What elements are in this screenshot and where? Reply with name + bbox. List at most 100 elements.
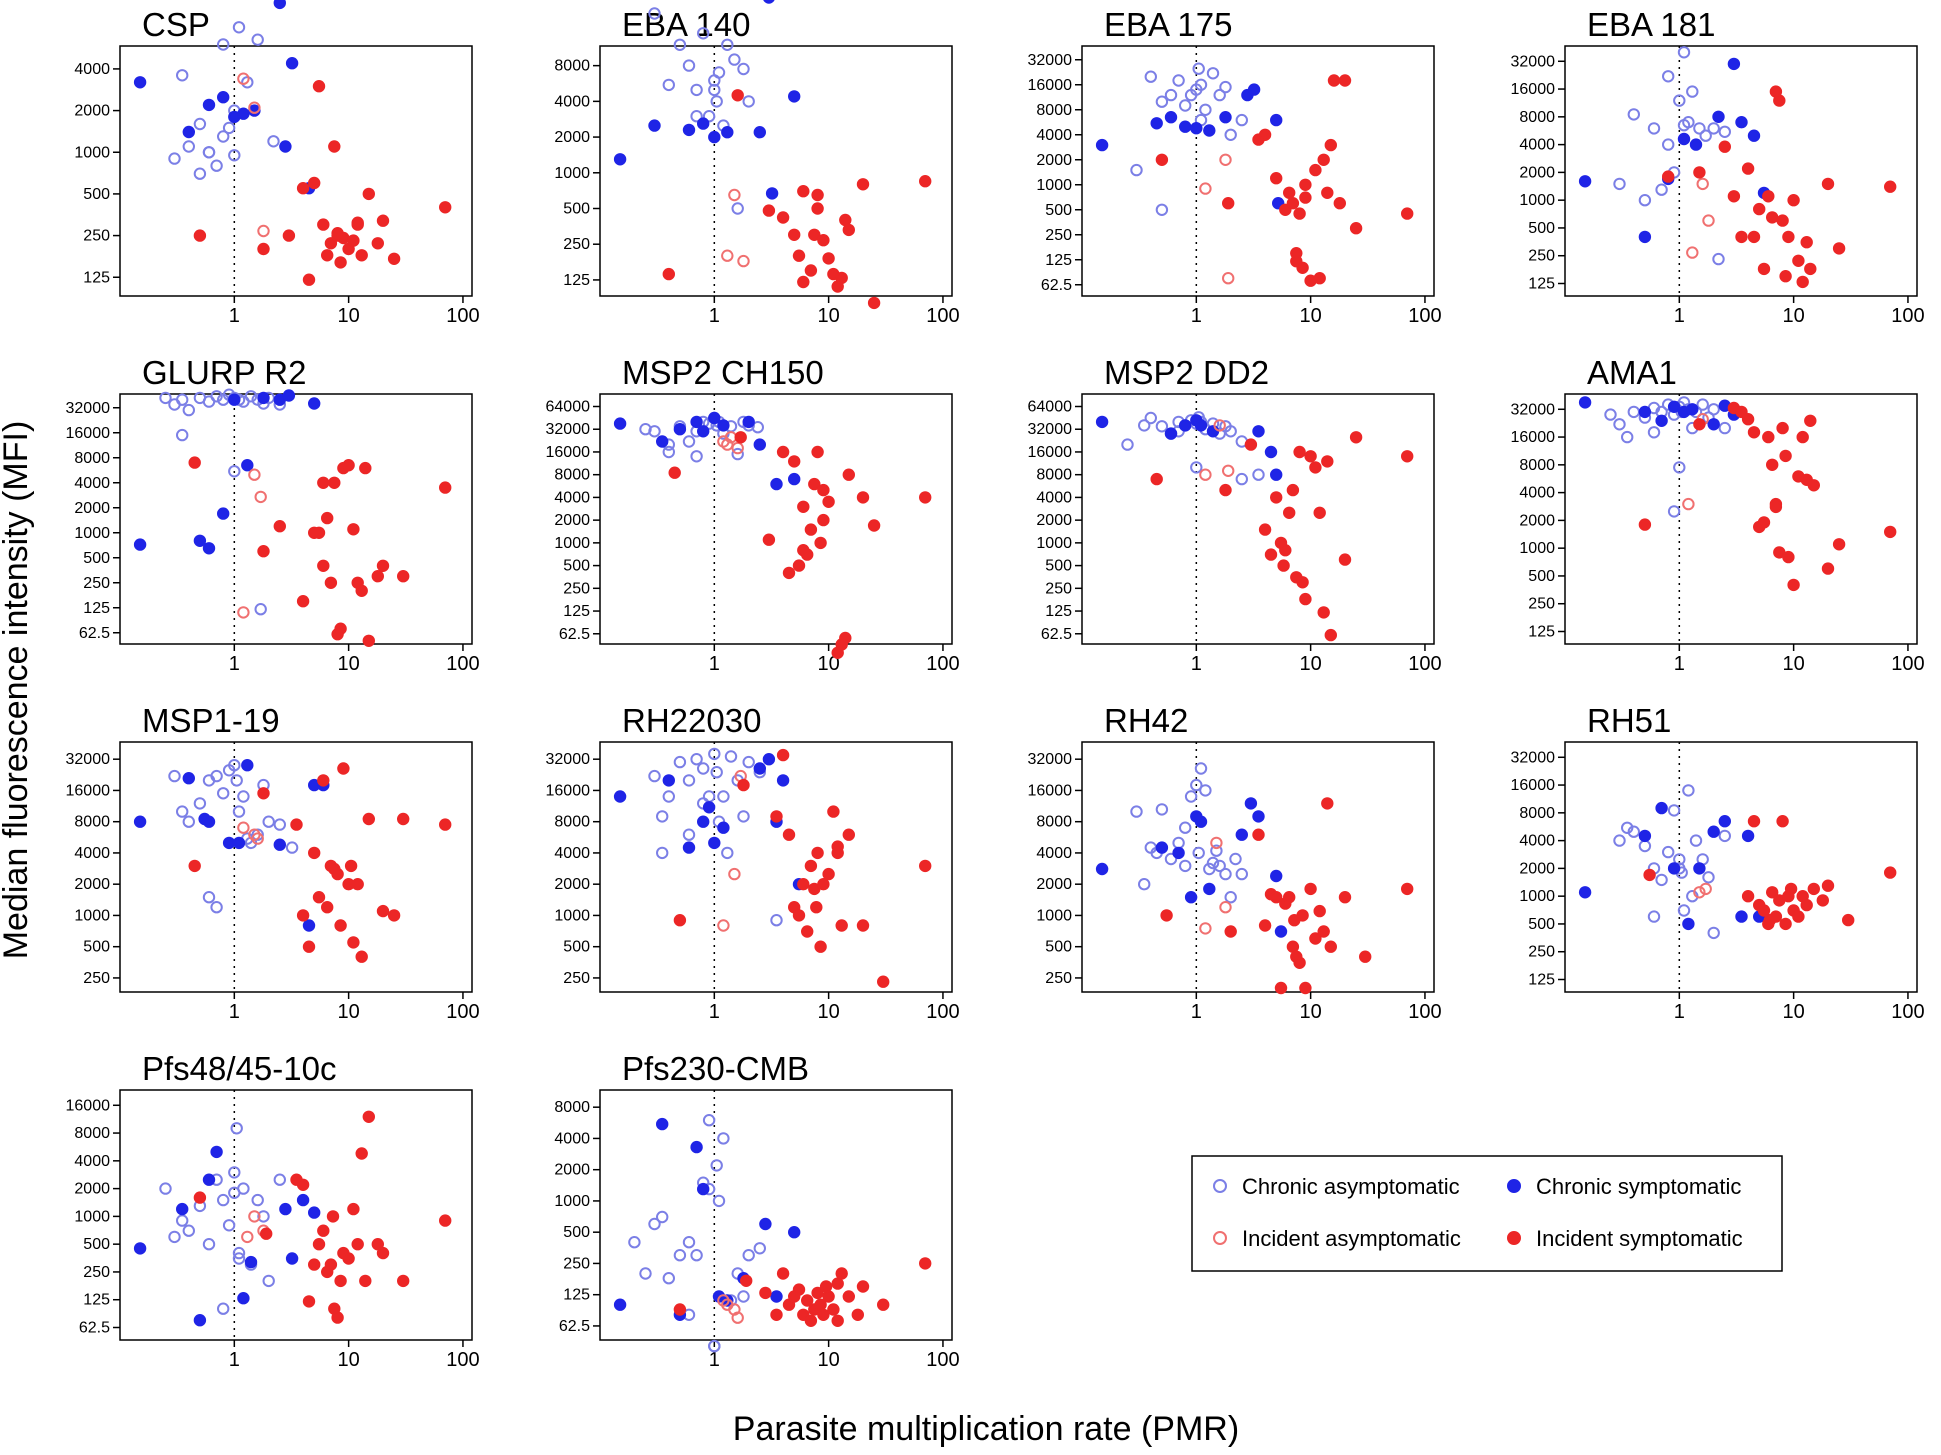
- y-tick-label: 64000: [1028, 399, 1073, 416]
- data-point: [326, 1210, 340, 1223]
- data-point: [210, 159, 223, 172]
- data-point: [334, 622, 347, 635]
- data-point: [1235, 828, 1249, 841]
- data-point: [1686, 403, 1699, 416]
- y-tick-label: 4000: [1036, 845, 1072, 862]
- x-tick-label: 100: [1408, 653, 1441, 675]
- y-tick-label: 32000: [1028, 52, 1073, 69]
- data-point: [1270, 468, 1283, 481]
- data-point: [1779, 917, 1792, 931]
- y-tick-label: 8000: [1036, 102, 1072, 119]
- data-point: [1707, 403, 1720, 416]
- data-point: [1164, 427, 1178, 440]
- data-point: [1206, 425, 1220, 438]
- data-point: [1638, 405, 1652, 419]
- y-tick-label: 2000: [554, 1162, 590, 1179]
- data-point: [222, 836, 236, 850]
- data-point: [317, 559, 330, 572]
- data-point: [251, 1193, 264, 1207]
- data-point: [822, 252, 835, 265]
- data-point: [822, 1290, 835, 1303]
- data-point: [1199, 922, 1212, 935]
- data-point: [244, 390, 258, 403]
- data-point: [1702, 871, 1715, 884]
- data-point: [1401, 207, 1414, 220]
- data-point: [1222, 464, 1235, 477]
- y-tick-label: 4000: [554, 1130, 590, 1147]
- data-point: [267, 135, 280, 148]
- panel-glurp-r2: GLURP R2 1 10 100 62.5 125 250 500 1000 2000 4000 8…: [66, 354, 480, 675]
- data-point: [1792, 254, 1805, 267]
- data-point: [1578, 396, 1592, 409]
- y-tick-label: 250: [83, 1264, 110, 1281]
- data-point: [1121, 438, 1134, 451]
- y-tick-label: 2000: [1036, 876, 1072, 893]
- data-point: [296, 182, 310, 195]
- x-tick-label: 1: [1191, 1001, 1202, 1023]
- data-point: [202, 1173, 216, 1186]
- data-point: [387, 909, 401, 922]
- x-tick-label: 1: [229, 653, 240, 675]
- plot-frame: [119, 1089, 473, 1341]
- data-point: [1842, 913, 1855, 927]
- data-point: [237, 790, 250, 803]
- data-point: [797, 500, 810, 513]
- x-tick-label: 1: [709, 1349, 720, 1371]
- data-point: [717, 419, 730, 432]
- data-point: [193, 117, 207, 131]
- data-point: [656, 435, 669, 448]
- data-point: [230, 774, 243, 787]
- y-tick-label: 500: [1045, 558, 1072, 575]
- y-tick-label: 62.5: [79, 1320, 110, 1337]
- y-tick-label: 2000: [1519, 512, 1555, 529]
- y-tick-label: 62.5: [559, 626, 590, 643]
- data-point: [337, 762, 350, 775]
- data-point: [797, 185, 810, 198]
- y-tick-label: 32000: [66, 751, 111, 768]
- data-point: [1638, 829, 1652, 843]
- data-point: [210, 901, 223, 914]
- data-point: [1613, 177, 1626, 191]
- data-point: [1762, 430, 1775, 444]
- x-tick-label: 1: [1674, 653, 1685, 675]
- data-point: [1224, 925, 1237, 938]
- data-point: [788, 472, 801, 486]
- data-point: [682, 123, 696, 137]
- data-point: [1095, 862, 1109, 876]
- series-incident-symptomatic: [1160, 797, 1414, 995]
- y-tick-label: 500: [563, 939, 590, 956]
- data-point: [282, 229, 296, 242]
- data-point: [328, 476, 341, 489]
- data-point: [835, 638, 848, 651]
- series-chronic-asymptomatic: [159, 1122, 286, 1315]
- data-point: [1283, 186, 1296, 200]
- data-point: [717, 1294, 730, 1307]
- data-point: [1144, 70, 1158, 83]
- data-point: [1235, 472, 1249, 486]
- x-tick-label: 10: [818, 305, 840, 327]
- data-point: [308, 176, 321, 190]
- y-tick-label: 62.5: [1041, 277, 1072, 294]
- data-point: [1747, 129, 1761, 142]
- data-point: [776, 1267, 790, 1280]
- series-chronic-asymptomatic: [1604, 396, 1732, 518]
- data-point: [182, 125, 196, 139]
- data-point: [648, 119, 661, 132]
- panel-rh51: RH51 1 10 100 125 250 500 1000 2000 4000 8000 16000…: [1511, 702, 1925, 1023]
- data-point: [797, 275, 810, 289]
- data-point: [1741, 890, 1755, 903]
- series-chronic-symptomatic: [133, 759, 330, 932]
- data-point: [312, 891, 326, 904]
- panel-title: AMA1: [1587, 354, 1677, 391]
- y-tick-label: 1000: [74, 907, 110, 924]
- y-tick-label: 2000: [1519, 164, 1555, 181]
- data-point: [1138, 419, 1151, 432]
- data-point: [721, 249, 734, 262]
- data-point: [1321, 455, 1334, 468]
- data-point: [788, 1226, 801, 1239]
- data-point: [1309, 163, 1322, 177]
- data-point: [690, 450, 703, 463]
- data-point: [254, 603, 267, 616]
- data-point: [1655, 183, 1668, 196]
- series-incident-symptomatic: [1662, 85, 1897, 289]
